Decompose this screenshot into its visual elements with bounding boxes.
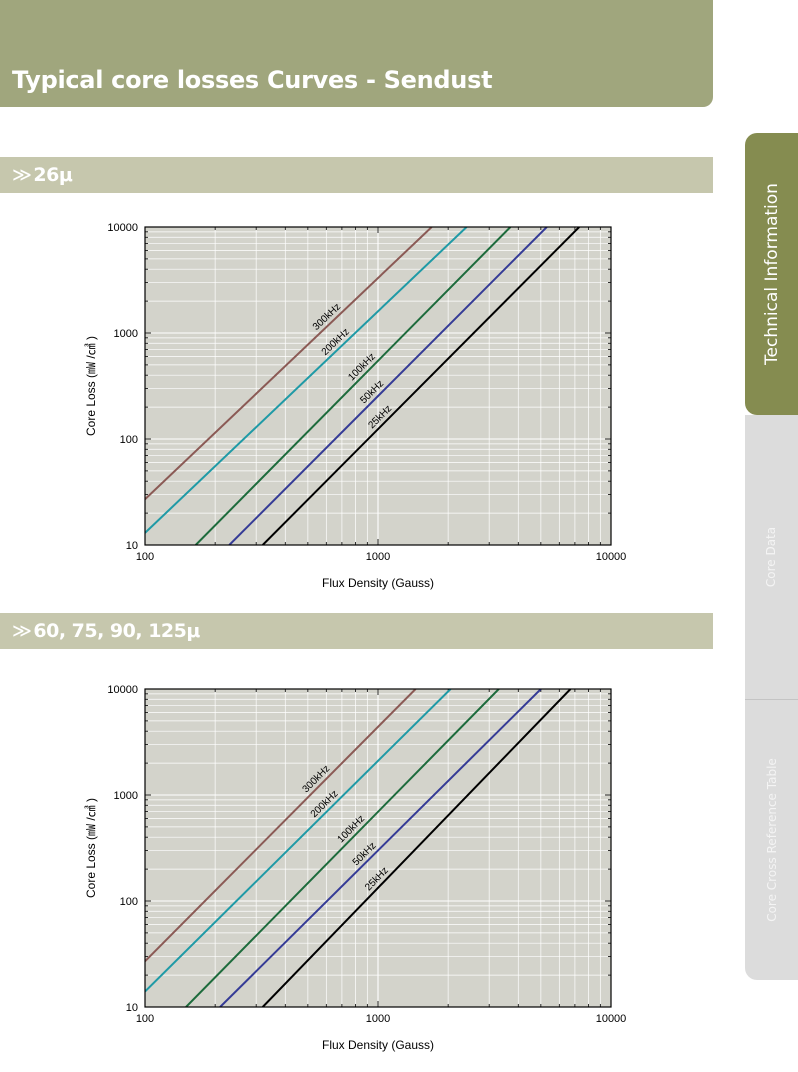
grid	[145, 227, 611, 545]
section-title-60-125: ≫ 60, 75, 90, 125μ	[12, 613, 200, 649]
x-tick-label: 10000	[596, 551, 627, 563]
series-line-300kHz	[145, 689, 417, 963]
chevron-icon: ≫	[12, 620, 32, 642]
series-line-200kHz	[145, 227, 468, 534]
x-axis-label: Flux Density (Gauss)	[322, 576, 434, 590]
x-tick-label: 10000	[596, 1013, 627, 1025]
tab-label: Core Data	[764, 526, 779, 588]
series-line-200kHz	[145, 689, 452, 993]
x-axis-label: Flux Density (Gauss)	[322, 1038, 434, 1052]
page-title: Typical core losses Curves - Sendust	[12, 66, 493, 94]
tab-label: Technical Information	[761, 183, 782, 365]
series-line-50kHz	[219, 689, 542, 1007]
x-tick-label: 1000	[366, 551, 390, 563]
y-axis-label: Core Loss (㎽ /㎤ )	[84, 336, 98, 436]
chevron-icon: ≫	[12, 164, 32, 186]
section-bar-26: ≫ 26μ	[0, 157, 713, 193]
series-line-100kHz	[194, 227, 512, 545]
series-line-50kHz	[228, 227, 548, 545]
x-tick-label: 100	[136, 1013, 154, 1025]
tab-divider	[745, 699, 798, 700]
section-label: 60, 75, 90, 125μ	[33, 620, 200, 642]
y-tick-label: 100	[120, 896, 138, 908]
grid	[145, 689, 611, 1007]
tab-core-cross-reference-table[interactable]: Core Cross Reference Table	[745, 700, 798, 980]
x-tick-label: 100	[136, 551, 154, 563]
tab-label: Core Cross Reference Table	[764, 758, 779, 922]
section-label: 26μ	[33, 164, 73, 186]
section-title-26: ≫ 26μ	[12, 157, 73, 193]
y-tick-label: 1000	[114, 790, 138, 802]
plot-frame	[144, 688, 612, 1008]
series-line-300kHz	[145, 227, 433, 501]
y-tick-label: 10000	[107, 222, 138, 234]
y-tick-label: 100	[120, 434, 138, 446]
series-line-25kHz	[261, 227, 580, 545]
tab-core-data[interactable]: Core Data	[745, 415, 798, 699]
tab-technical-information[interactable]: Technical Information	[745, 133, 798, 415]
y-axis-label: Core Loss (㎽ /㎤ )	[84, 798, 98, 898]
series-line-100kHz	[185, 689, 500, 1007]
plot-frame	[144, 226, 612, 546]
y-tick-label: 10	[126, 1002, 138, 1014]
page-header: Typical core losses Curves - Sendust	[0, 0, 713, 107]
series-line-25kHz	[261, 689, 572, 1007]
section-bar-60-125: ≫ 60, 75, 90, 125μ	[0, 613, 713, 649]
y-tick-label: 10	[126, 540, 138, 552]
x-tick-label: 1000	[366, 1013, 390, 1025]
y-tick-label: 10000	[107, 684, 138, 696]
y-tick-label: 1000	[114, 328, 138, 340]
